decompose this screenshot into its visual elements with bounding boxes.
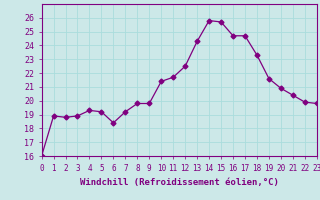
X-axis label: Windchill (Refroidissement éolien,°C): Windchill (Refroidissement éolien,°C): [80, 178, 279, 187]
